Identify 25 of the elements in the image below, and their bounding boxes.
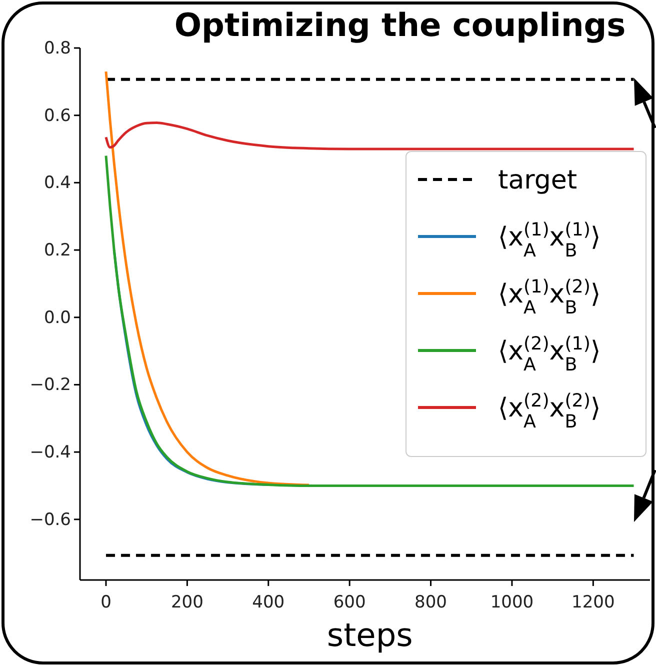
legend-label: ⟨x$_{A}$$^{(1)}$x$_{B}$$^{(1)}$⟩ (498, 219, 601, 261)
legend-label: ⟨x$_{A}$$^{(2)}$x$_{B}$$^{(2)}$⟩ (498, 390, 601, 432)
chart-title: Optimizing the couplings (174, 6, 626, 44)
x-tick-label: 200 (170, 592, 204, 613)
legend-label: ⟨x$_{A}$$^{(1)}$x$_{B}$$^{(2)}$⟩ (498, 276, 601, 318)
legend-label: target (498, 166, 578, 196)
x-tick-label: 800 (414, 592, 447, 613)
line-series (104, 154, 636, 487)
y-tick-label: 0.2 (44, 240, 71, 260)
legend-label: ⟨x$_{A}$$^{(2)}$x$_{B}$$^{(1)}$⟩ (498, 333, 601, 375)
x-tick-label: 1000 (490, 592, 534, 613)
x-tick-label: 1200 (572, 592, 615, 613)
x-axis-title: steps (326, 616, 413, 654)
y-tick-label: 0.8 (44, 38, 71, 58)
y-tick-label: 0.4 (44, 173, 71, 194)
y-tick-label: 0.6 (44, 106, 71, 126)
line-series (104, 122, 636, 150)
x-tick-label: 0 (100, 592, 112, 613)
x-tick-label: 400 (252, 592, 285, 613)
y-tick-label: −0.6 (30, 510, 71, 530)
x-tick-label: 600 (333, 592, 366, 613)
y-tick-label: −0.2 (30, 375, 71, 396)
y-tick-label: 0.0 (44, 308, 71, 328)
line-series (104, 70, 310, 486)
y-tick-label: −0.4 (30, 442, 71, 462)
